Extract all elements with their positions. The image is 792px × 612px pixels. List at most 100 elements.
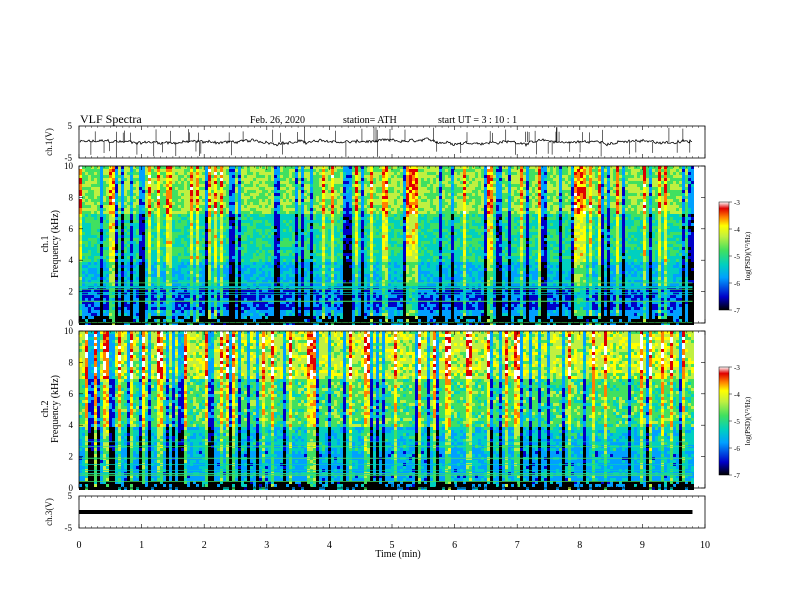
spectrogram-cell — [298, 211, 301, 214]
spectrogram-cell — [169, 208, 172, 211]
spectrogram-cell — [268, 184, 271, 187]
spectrogram-cell — [205, 250, 208, 253]
spectrogram-cell — [151, 220, 154, 223]
spectrogram-cell — [322, 199, 325, 202]
spectrogram-cell — [277, 193, 280, 196]
spectrogram-cell — [148, 247, 151, 250]
spectrogram-cell — [235, 322, 238, 325]
spectrogram-cell — [175, 280, 178, 283]
spectrogram-cell — [112, 283, 115, 286]
spectrogram-cell — [187, 316, 190, 319]
spectrogram-cell — [229, 181, 232, 184]
spectrogram-cell — [253, 187, 256, 190]
spectrogram-cell — [340, 181, 343, 184]
spectrogram-cell — [205, 322, 208, 325]
spectrogram-cell — [355, 244, 358, 247]
spectrogram-cell — [274, 178, 277, 181]
spectrogram-cell — [124, 187, 127, 190]
spectrogram-cell — [112, 268, 115, 271]
spectrogram-cell — [148, 202, 151, 205]
spectrogram-cell — [211, 316, 214, 319]
spectrogram-cell — [181, 271, 184, 274]
spectrogram-cell — [205, 319, 208, 322]
spectrogram-cell — [232, 235, 235, 238]
spectrogram-cell — [82, 271, 85, 274]
spectrogram-cell — [118, 190, 121, 193]
spectrogram-cell — [268, 316, 271, 319]
spectrogram-cell — [211, 199, 214, 202]
spectrogram-cell — [256, 274, 259, 277]
spectrogram-cell — [355, 253, 358, 256]
spectrogram-cell — [238, 301, 241, 304]
spectrogram-cell — [289, 268, 292, 271]
spectrogram-cell — [313, 259, 316, 262]
spectrogram-cell — [106, 238, 109, 241]
spectrogram-cell — [235, 268, 238, 271]
spectrogram-cell — [118, 205, 121, 208]
spectrogram-cell — [331, 232, 334, 235]
spectrogram-cell — [223, 214, 226, 217]
spectrogram-cell — [184, 271, 187, 274]
spectrogram-cell — [244, 217, 247, 220]
spectrogram-cell — [280, 268, 283, 271]
spectrogram-cell — [103, 301, 106, 304]
spectrogram-cell — [316, 169, 319, 172]
spectrogram-cell — [232, 274, 235, 277]
spectrogram-cell — [88, 166, 91, 169]
spectrogram-cell — [262, 277, 265, 280]
spectrogram-cell — [340, 235, 343, 238]
spectrogram-cell — [91, 175, 94, 178]
spectrogram-cell — [280, 310, 283, 313]
spectrogram-cell — [190, 232, 193, 235]
spectrogram-cell — [181, 214, 184, 217]
spectrogram-cell — [205, 175, 208, 178]
spectrogram-cell — [310, 244, 313, 247]
spectrogram-cell — [310, 262, 313, 265]
spectrogram-cell — [289, 250, 292, 253]
spectrogram-cell — [142, 244, 145, 247]
spectrogram-cell — [106, 289, 109, 292]
spectrogram-cell — [139, 271, 142, 274]
spectrogram-cell — [94, 274, 97, 277]
spectrogram-cell — [322, 262, 325, 265]
spectrogram-cell — [325, 238, 328, 241]
spectrogram-cell — [283, 172, 286, 175]
spectrogram-cell — [166, 208, 169, 211]
spectrogram-cell — [130, 262, 133, 265]
spectrogram-cell — [91, 187, 94, 190]
spectrogram-cell — [256, 196, 259, 199]
spectrogram-cell — [349, 292, 352, 295]
spectrogram-cell — [286, 313, 289, 316]
spectrogram-cell — [289, 223, 292, 226]
spectrogram-cell — [118, 241, 121, 244]
spectrogram-cell — [154, 319, 157, 322]
spectrogram-cell — [244, 244, 247, 247]
spectrogram-cell — [289, 253, 292, 256]
spectrogram-cell — [238, 229, 241, 232]
spectrogram-cell — [340, 238, 343, 241]
spectrogram-cell — [208, 244, 211, 247]
spectrogram-cell — [226, 175, 229, 178]
spectrogram-cell — [157, 238, 160, 241]
spectrogram-cell — [145, 283, 148, 286]
spectrogram-cell — [250, 175, 253, 178]
spectrogram-cell — [109, 304, 112, 307]
spectrogram-cell — [328, 307, 331, 310]
spectrogram-cell — [241, 229, 244, 232]
spectrogram-cell — [190, 259, 193, 262]
spectrogram-cell — [193, 238, 196, 241]
spectrogram-cell — [160, 166, 163, 169]
spectrogram-cell — [127, 304, 130, 307]
spectrogram-cell — [295, 226, 298, 229]
spectrogram-cell — [94, 280, 97, 283]
spectrogram-cell — [214, 295, 217, 298]
spectrogram-cell — [280, 265, 283, 268]
spectrogram-cell — [112, 265, 115, 268]
spectrogram-cell — [289, 244, 292, 247]
spectrogram-cell — [241, 223, 244, 226]
spectrogram-cell — [214, 283, 217, 286]
spectrogram-cell — [214, 196, 217, 199]
spectrogram-cell — [322, 250, 325, 253]
spectrogram-cell — [304, 202, 307, 205]
spectrogram-cell — [328, 217, 331, 220]
